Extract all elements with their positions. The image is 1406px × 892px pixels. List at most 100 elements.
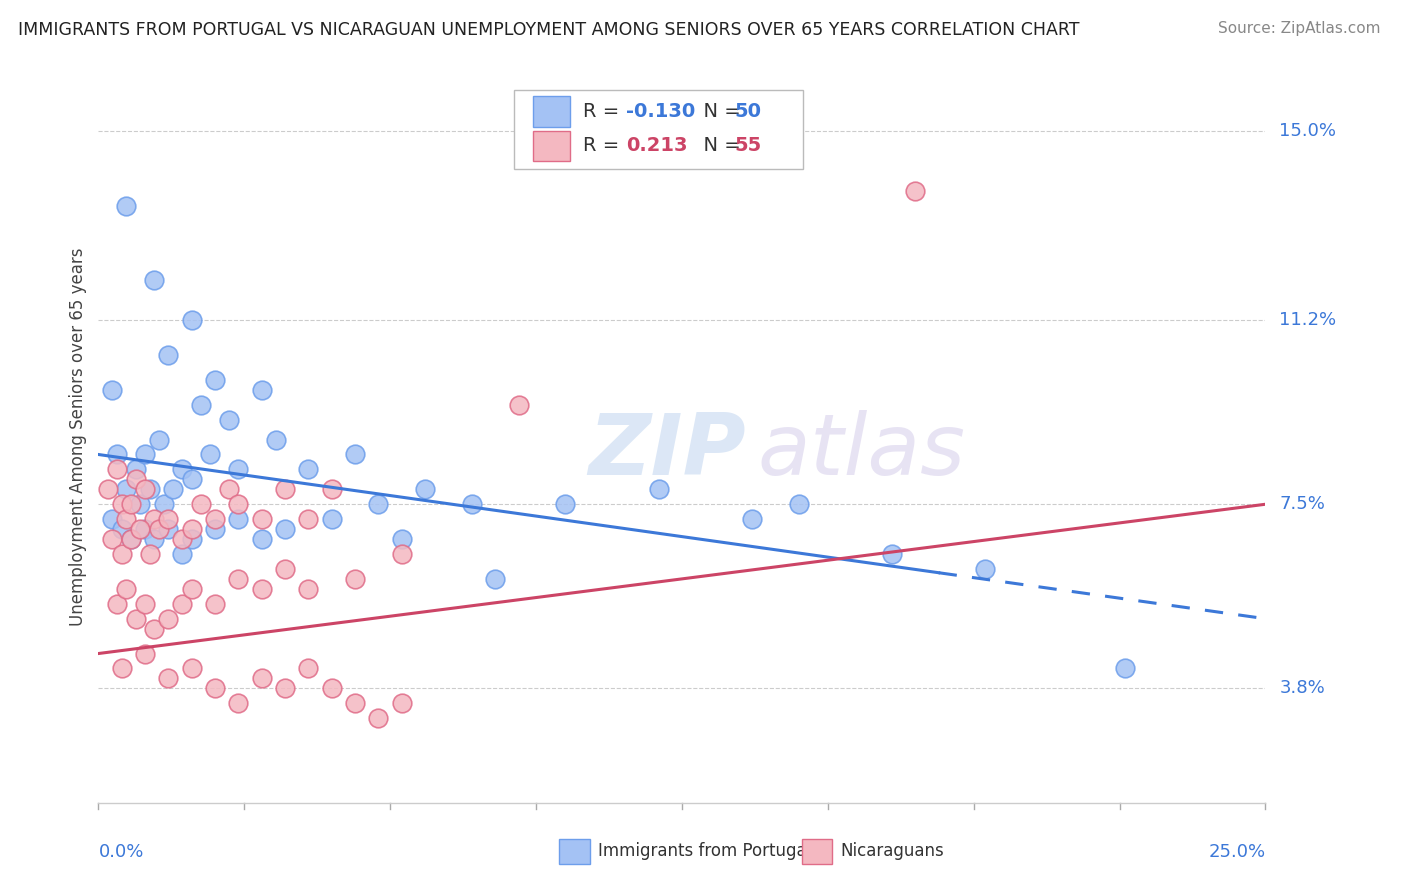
Point [274,681,297,696]
Text: N =: N = [692,102,747,121]
Point [218,483,240,497]
Point [228,512,250,526]
Point [172,462,194,476]
Point [204,681,226,696]
Point [321,681,343,696]
Point [115,483,138,497]
Point [218,412,240,426]
Point [190,497,212,511]
Point [120,497,142,511]
Point [101,383,124,397]
Point [180,522,202,536]
Point [134,647,156,661]
Point [105,462,128,476]
Point [391,547,413,561]
Text: 50: 50 [734,102,762,121]
Point [105,597,128,611]
Point [741,512,763,526]
Point [111,522,134,536]
Text: 3.8%: 3.8% [1279,680,1324,698]
Text: Source: ZipAtlas.com: Source: ZipAtlas.com [1218,21,1381,36]
Point [172,547,194,561]
Point [344,572,367,586]
Point [134,483,156,497]
Point [228,572,250,586]
Point [297,512,319,526]
Point [129,522,152,536]
Point [1114,661,1136,675]
Point [204,597,226,611]
FancyBboxPatch shape [533,96,569,127]
Point [143,273,166,287]
Point [152,497,174,511]
Point [120,532,142,546]
Point [134,522,156,536]
Point [143,532,166,546]
Point [148,433,170,447]
Text: 55: 55 [734,136,762,155]
Point [111,661,134,675]
Point [484,572,506,586]
Text: 0.213: 0.213 [626,136,688,155]
Text: R =: R = [582,102,626,121]
Point [321,512,343,526]
Point [461,497,484,511]
Point [101,532,124,546]
Point [274,483,297,497]
Y-axis label: Unemployment Among Seniors over 65 years: Unemployment Among Seniors over 65 years [69,248,87,626]
Point [139,547,162,561]
Point [180,472,202,486]
Point [115,199,138,213]
Point [904,184,927,198]
Point [204,522,226,536]
Text: R =: R = [582,136,626,155]
Point [157,522,180,536]
Point [180,532,202,546]
Point [157,672,180,686]
Point [274,522,297,536]
Text: Immigrants from Portugal: Immigrants from Portugal [598,842,811,860]
Text: N =: N = [692,136,747,155]
Point [228,497,250,511]
Text: 7.5%: 7.5% [1279,495,1326,513]
Point [162,483,184,497]
Point [274,562,297,576]
Point [297,582,319,596]
Point [97,483,120,497]
Text: 0.0%: 0.0% [98,843,143,861]
Point [172,597,194,611]
Point [125,612,148,626]
Point [880,547,903,561]
Point [367,711,389,725]
Point [554,497,576,511]
Text: IMMIGRANTS FROM PORTUGAL VS NICARAGUAN UNEMPLOYMENT AMONG SENIORS OVER 65 YEARS : IMMIGRANTS FROM PORTUGAL VS NICARAGUAN U… [18,21,1080,38]
Point [344,448,367,462]
Point [204,512,226,526]
Point [143,512,166,526]
Point [250,383,273,397]
Point [321,483,343,497]
Point [120,532,142,546]
Point [125,462,148,476]
Point [105,448,128,462]
Point [134,597,156,611]
FancyBboxPatch shape [513,90,803,169]
Point [115,582,138,596]
Point [297,661,319,675]
Point [190,398,212,412]
Point [172,532,194,546]
Point [264,433,287,447]
Point [180,582,202,596]
Point [148,522,170,536]
FancyBboxPatch shape [533,130,569,161]
Text: atlas: atlas [758,410,966,493]
Point [143,622,166,636]
Point [250,672,273,686]
Point [391,696,413,710]
Point [367,497,389,511]
Point [508,398,530,412]
Point [115,512,138,526]
Text: 15.0%: 15.0% [1279,122,1337,140]
FancyBboxPatch shape [560,838,589,863]
Point [134,448,156,462]
